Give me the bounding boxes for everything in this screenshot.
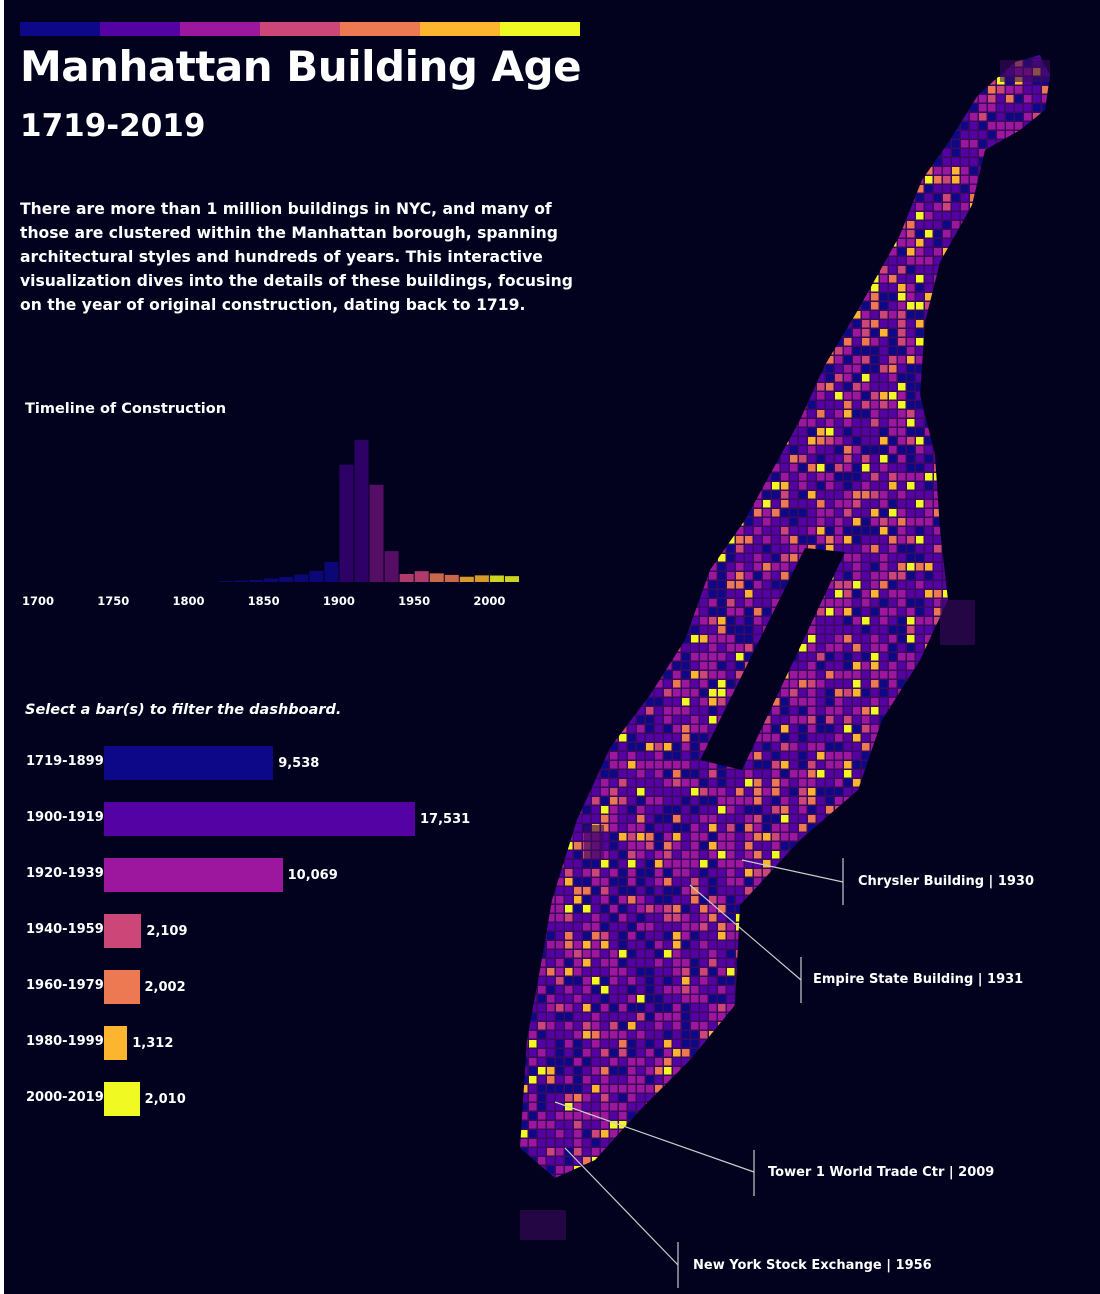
decade-bar-row[interactable]: 1980-1999 1,312: [0, 1026, 480, 1060]
manhattan-building-map[interactable]: [380, 40, 1080, 1290]
decade-bar-label: 1960-1979: [26, 978, 104, 993]
timeline-bar[interactable]: [444, 574, 459, 582]
decade-bar-label: 2000-2019: [26, 1090, 104, 1105]
outlying-buildings: [520, 1210, 566, 1240]
decade-bar-value: 10,069: [287, 868, 338, 883]
outlying-buildings: [1000, 60, 1050, 82]
timeline-bar[interactable]: [339, 464, 354, 582]
timeline-tick-label: 1700: [22, 594, 54, 608]
decade-bar-value: 2,109: [146, 924, 188, 939]
timeline-bar[interactable]: [219, 581, 234, 582]
timeline-bar[interactable]: [489, 575, 504, 582]
decade-bar-row[interactable]: 2000-2019 2,010: [0, 1082, 480, 1116]
outlying-buildings: [584, 825, 604, 860]
timeline-bar[interactable]: [504, 576, 519, 582]
timeline-bar[interactable]: [369, 484, 384, 582]
color-strip-swatch: [20, 22, 100, 36]
timeline-bar[interactable]: [399, 573, 414, 582]
decade-bar-label: 1940-1959: [26, 922, 104, 937]
decade-bar-label: 1719-1899: [26, 754, 104, 769]
color-strip-swatch: [100, 22, 180, 36]
decade-bar[interactable]: [104, 1082, 140, 1116]
decade-bar[interactable]: [104, 802, 415, 836]
page-subtitle: 1719-2019: [20, 108, 206, 144]
intro-description: There are more than 1 million buildings …: [20, 200, 573, 314]
timeline-bar[interactable]: [324, 561, 339, 582]
outlying-buildings: [940, 600, 975, 645]
timeline-bar[interactable]: [234, 580, 249, 582]
timeline-bar[interactable]: [294, 574, 309, 582]
timeline-bar[interactable]: [309, 570, 324, 582]
decade-bar-value: 17,531: [420, 812, 471, 827]
timeline-bar[interactable]: [474, 575, 489, 582]
left-border: [0, 0, 4, 1294]
timeline-bar[interactable]: [249, 579, 264, 582]
decade-bar[interactable]: [104, 914, 142, 948]
decade-bar-row[interactable]: 1920-1939 10,069: [0, 858, 480, 892]
decade-bar[interactable]: [104, 746, 274, 780]
timeline-bar[interactable]: [414, 571, 429, 582]
callout-world-trade-center: Tower 1 World Trade Ctr | 2009: [768, 1165, 995, 1180]
central-park: [700, 548, 845, 770]
timeline-tick-label: 1850: [248, 594, 280, 608]
timeline-tick-label: 1750: [97, 594, 129, 608]
timeline-bar[interactable]: [429, 573, 444, 582]
decade-bar[interactable]: [104, 1026, 128, 1060]
callout-stock-exchange: New York Stock Exchange | 1956: [693, 1258, 932, 1273]
callout-chrysler-building: Chrysler Building | 1930: [858, 874, 1035, 889]
color-strip-swatch: [420, 22, 500, 36]
decade-bar-label: 1920-1939: [26, 866, 104, 881]
color-strip-swatch: [340, 22, 420, 36]
timeline-bar[interactable]: [264, 578, 279, 582]
decade-bar-row[interactable]: 1900-1919 17,531: [0, 802, 480, 836]
decade-bar[interactable]: [104, 970, 140, 1004]
decade-bar-value: 2,002: [144, 980, 186, 995]
decade-bar-label: 1980-1999: [26, 1034, 104, 1049]
timeline-tick-label: 2000: [473, 594, 505, 608]
timeline-title: Timeline of Construction: [25, 401, 227, 417]
decade-bar-value: 9,538: [278, 756, 320, 771]
timeline-tick-label: 1800: [172, 594, 204, 608]
decade-bar[interactable]: [104, 858, 283, 892]
timeline-bar[interactable]: [459, 576, 474, 582]
timeline-bar[interactable]: [384, 551, 399, 582]
filter-hint: Select a bar(s) to filter the dashboard.: [25, 702, 342, 718]
color-strip-swatch: [500, 22, 580, 36]
timeline-histogram: 1700 1750 1800 1850 1900 1950 2000: [22, 440, 519, 608]
color-strip-swatch: [180, 22, 260, 36]
timeline-bar[interactable]: [279, 577, 294, 582]
color-strip-swatch: [260, 22, 340, 36]
decade-bar-value: 1,312: [132, 1036, 174, 1051]
decade-bar-row[interactable]: 1960-1979 2,002: [0, 970, 480, 1004]
timeline-tick-label: 1950: [398, 594, 430, 608]
decade-bar-row[interactable]: 1719-1899 9,538: [0, 746, 480, 780]
decade-bar-value: 2,010: [144, 1092, 186, 1107]
timeline-bar[interactable]: [354, 440, 369, 582]
timeline-tick-label: 1900: [323, 594, 355, 608]
page-title: Manhattan Building Age: [20, 42, 582, 91]
callout-empire-state-building: Empire State Building | 1931: [813, 972, 1024, 987]
color-legend-strip: [20, 22, 580, 36]
decade-bar-label: 1900-1919: [26, 810, 104, 825]
decade-bar-row[interactable]: 1940-1959 2,109: [0, 914, 480, 948]
